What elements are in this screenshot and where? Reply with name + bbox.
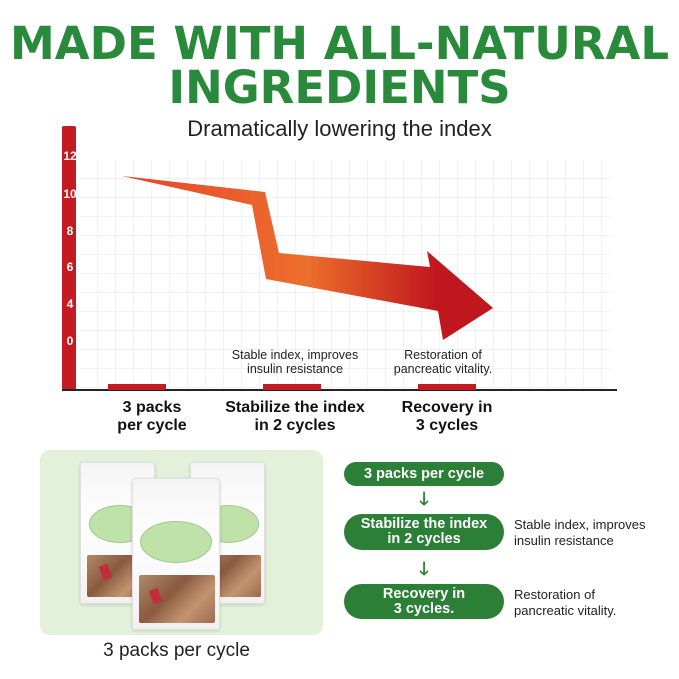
category-line: in 2 cycles [254, 417, 336, 434]
step-line: Recovery in [382, 585, 466, 602]
tea-bag-pack-front [132, 478, 220, 630]
step-line: Stabilize the index [360, 516, 488, 532]
flow-step-3: Recovery in 3 cycles. [344, 584, 504, 619]
down-arrow-icon: 🡓 [419, 489, 429, 509]
step-line: 3 cycles. [393, 600, 455, 617]
y-tick-6: 6 [66, 260, 74, 274]
flow-step-2: Stabilize the index in 2 cycles [344, 514, 504, 550]
y-tick-12: 12 [63, 149, 77, 163]
flow-note-2: Stable index, improves insulin resistanc… [514, 517, 646, 549]
step-line: 3 packs per cycle [363, 465, 485, 482]
category-marker-3 [418, 384, 476, 390]
y-axis-bar [62, 126, 76, 390]
product-panel [40, 450, 323, 635]
note-line: pancreatic vitality. [393, 362, 493, 376]
category-marker-1 [108, 384, 166, 390]
note-line: Stable index, improves [231, 348, 359, 362]
category-line: per cycle [117, 417, 187, 434]
category-line: 3 packs [122, 399, 182, 416]
chart-note-stable: Stable index, improves insulin resistanc… [210, 348, 380, 376]
y-tick-4: 4 [66, 297, 74, 311]
note-line: Restoration of [404, 348, 482, 362]
headline-line-1: MADE WITH ALL-NATURAL [9, 17, 669, 70]
chart-note-restoration: Restoration of pancreatic vitality. [358, 348, 528, 376]
note-line: pancreatic vitality. [514, 603, 617, 618]
note-line: Stable index, improves [514, 517, 646, 532]
flow-note-3: Restoration of pancreatic vitality. [514, 587, 616, 619]
subtitle: Dramatically lowering the index [187, 116, 492, 141]
category-label-3: Recovery in 3 cycles [362, 399, 532, 435]
note-line: Restoration of [514, 587, 595, 602]
product-caption: 3 packs per cycle [103, 640, 250, 661]
note-line: insulin resistance [247, 362, 343, 376]
category-line: 3 cycles [415, 417, 479, 434]
flow-step-1: 3 packs per cycle [344, 462, 504, 486]
trend-arrow [122, 176, 493, 340]
down-arrow-icon: 🡓 [419, 559, 429, 579]
category-line: Stabilize the index [225, 399, 365, 416]
y-tick-10: 10 [63, 187, 77, 201]
note-line: insulin resistance [514, 533, 614, 548]
category-marker-2 [263, 384, 321, 390]
category-label-2: Stabilize the index in 2 cycles [210, 399, 380, 435]
step-line: in 2 cycles [387, 531, 461, 547]
category-label-1: 3 packs per cycle [67, 399, 237, 435]
headline-line-2: INGREDIENTS [168, 61, 511, 114]
y-tick-0: 0 [66, 334, 74, 348]
y-tick-8: 8 [66, 224, 74, 238]
category-line: Recovery in [401, 399, 493, 416]
